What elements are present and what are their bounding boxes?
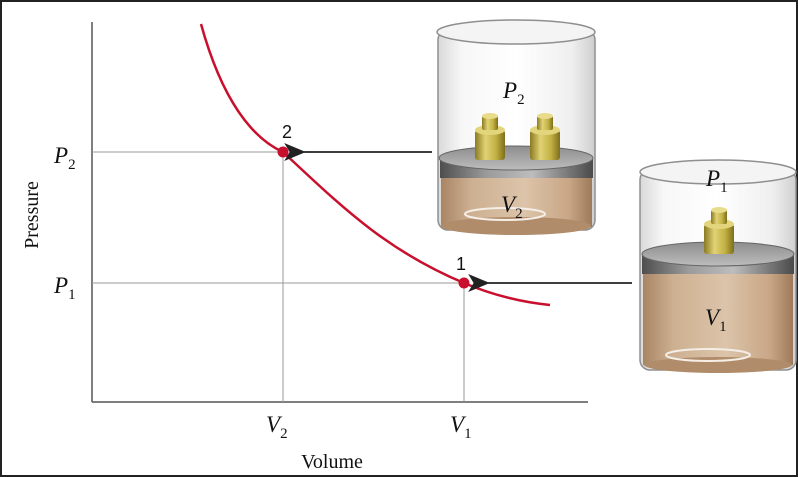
y-axis-label: Pressure bbox=[21, 181, 43, 249]
gas-bottom bbox=[441, 217, 591, 235]
state-point-2 bbox=[277, 146, 289, 158]
weight bbox=[475, 113, 505, 160]
guide-lines bbox=[92, 151, 465, 402]
weight bbox=[530, 113, 560, 160]
container-expanded: P1 V1 bbox=[639, 159, 797, 373]
gas-bottom-highlight bbox=[665, 348, 751, 362]
container-volume-label: V2 bbox=[501, 192, 523, 222]
isotherm-curve bbox=[199, 23, 551, 307]
tick-label-p1: P1 bbox=[53, 273, 76, 303]
state-label-2: 2 bbox=[282, 122, 292, 142]
container-compressed: P2 V2 bbox=[436, 19, 596, 235]
gas-bottom-highlight bbox=[464, 207, 546, 221]
container-pressure-label: P2 bbox=[502, 78, 525, 108]
axes bbox=[91, 22, 588, 403]
gas-bottom bbox=[644, 357, 792, 373]
tick-label-p2: P2 bbox=[53, 143, 76, 173]
container-volume-label: V1 bbox=[705, 305, 727, 335]
tick-label-v1: V1 bbox=[450, 412, 472, 442]
weight bbox=[704, 207, 734, 254]
tick-label-v2: V2 bbox=[266, 412, 288, 442]
glass-rim bbox=[436, 19, 596, 45]
container-pressure-label: P1 bbox=[705, 166, 728, 196]
x-axis-label: Volume bbox=[301, 451, 363, 473]
state-point-1 bbox=[458, 277, 470, 289]
glass-rim bbox=[639, 159, 797, 185]
piston-top bbox=[438, 145, 594, 171]
state-label-1: 1 bbox=[456, 254, 466, 274]
